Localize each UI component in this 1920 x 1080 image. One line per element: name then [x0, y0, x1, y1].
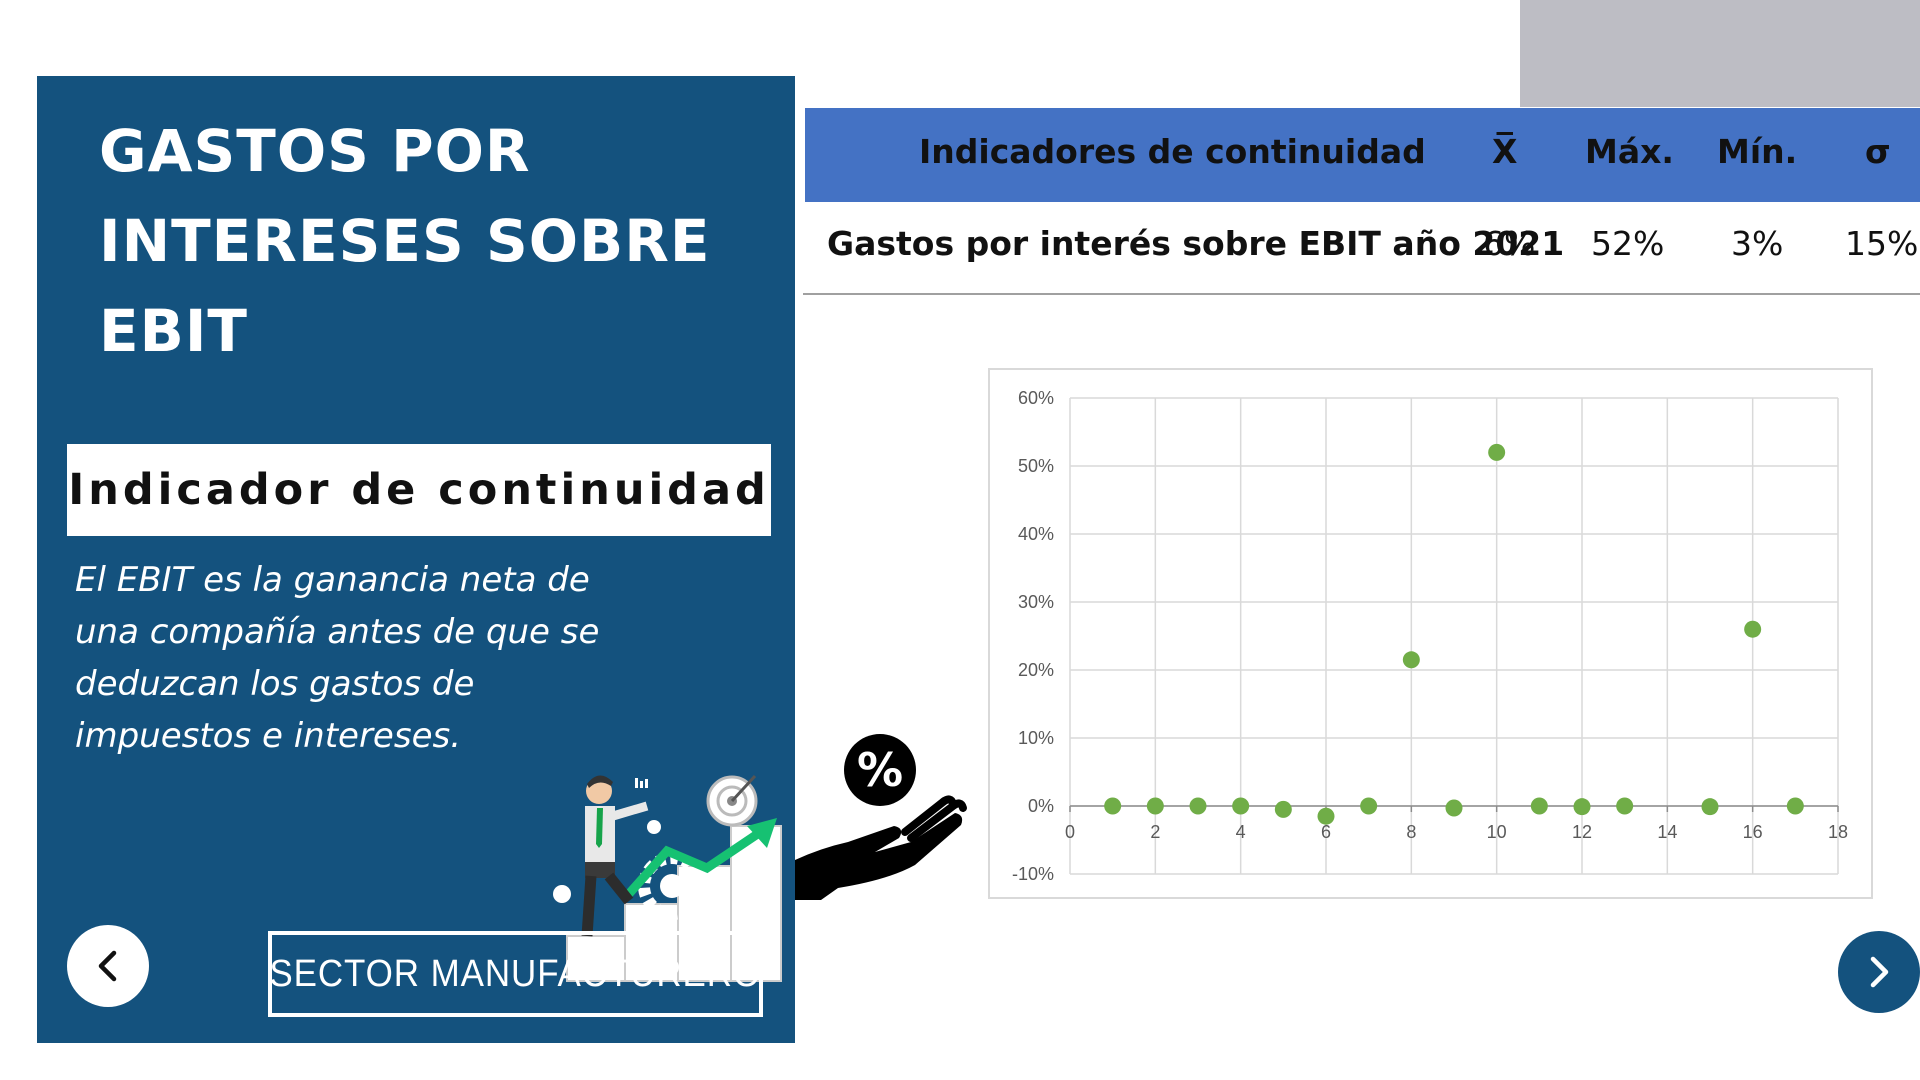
header-max: Máx.: [1585, 132, 1674, 171]
row-min: 3%: [1731, 224, 1784, 263]
page-title: GASTOS POR INTERESES SOBRE EBIT: [99, 117, 711, 365]
data-point: [1786, 797, 1804, 815]
data-point: [1744, 620, 1762, 638]
y-tick-label: 30%: [1018, 592, 1054, 612]
y-tick-label: 40%: [1018, 524, 1054, 544]
indicator-tag-label: Indicador de continuidad: [68, 465, 770, 515]
x-tick-label: 16: [1743, 822, 1763, 842]
row-max: 52%: [1591, 224, 1665, 263]
data-point: [1488, 443, 1506, 461]
data-point: [1616, 797, 1634, 815]
x-tick-label: 12: [1572, 822, 1592, 842]
scatter-chart: -10% 0% 10% 20% 30% 40% 50% 60% 0 2 4 6 8 10 12 14 16 18: [988, 368, 1873, 899]
sector-button-label: SECTOR MANUFACTURERO: [269, 952, 762, 995]
x-tick-label: 18: [1828, 822, 1848, 842]
data-point: [1104, 797, 1122, 815]
data-point: [1402, 651, 1420, 669]
data-point: [1317, 807, 1335, 825]
data-point: [1530, 797, 1548, 815]
table-divider: [803, 293, 1920, 295]
data-point: [1701, 798, 1719, 816]
x-tick-label: 8: [1406, 822, 1416, 842]
indicators-table-header: Indicadores de continuidad X̅ Máx. Mín. …: [805, 108, 1920, 202]
x-tick-label: 0: [1065, 822, 1075, 842]
x-tick-label: 10: [1487, 822, 1507, 842]
data-point: [1232, 797, 1250, 815]
svg-text:%: %: [857, 743, 903, 797]
y-tick-label: 60%: [1018, 388, 1054, 408]
table-row: Gastos por interés sobre EBIT año 2021 6…: [805, 202, 1920, 294]
y-tick-label: 20%: [1018, 660, 1054, 680]
row-sd: 15%: [1845, 224, 1919, 263]
data-point: [1274, 800, 1292, 818]
data-point: [1360, 797, 1378, 815]
next-button[interactable]: [1838, 931, 1920, 1013]
row-mean: 6%: [1483, 224, 1536, 263]
header-sd: σ: [1865, 132, 1891, 171]
header-min: Mín.: [1717, 132, 1798, 171]
gray-corner-block: [1520, 0, 1920, 107]
header-mean: X̅: [1492, 132, 1518, 171]
back-button[interactable]: [67, 925, 149, 1007]
chevron-right-icon: [1870, 956, 1889, 988]
data-point: [1573, 798, 1591, 816]
data-point: [1445, 799, 1463, 817]
chart-svg: -10% 0% 10% 20% 30% 40% 50% 60% 0 2 4 6 8 10 12 14 16 18: [1012, 388, 1848, 884]
info-panel: GASTOS POR INTERESES SOBRE EBIT Indicado…: [37, 76, 795, 1043]
row-label: Gastos por interés sobre EBIT año 2021: [827, 224, 1565, 263]
y-tick-label: -10%: [1012, 864, 1054, 884]
data-point: [1189, 797, 1207, 815]
ebit-description: El EBIT es la ganancia neta de una compa…: [75, 560, 600, 756]
chevron-left-icon: [98, 950, 117, 982]
header-indicadores: Indicadores de continuidad: [919, 132, 1426, 171]
x-tick-label: 14: [1657, 822, 1677, 842]
sector-manufacturero-button[interactable]: SECTOR MANUFACTURERO: [268, 931, 763, 1017]
hand-percent-icon: %: [795, 734, 967, 900]
y-tick-label: 10%: [1018, 728, 1054, 748]
x-tick-label: 2: [1150, 822, 1160, 842]
data-point: [1146, 797, 1164, 815]
x-tick-label: 6: [1321, 822, 1331, 842]
indicator-tag: Indicador de continuidad: [67, 444, 771, 536]
business-growth-illustration: [553, 774, 782, 982]
x-tick-label: 4: [1236, 822, 1246, 842]
y-tick-label: 50%: [1018, 456, 1054, 476]
y-tick-label: 0%: [1028, 796, 1054, 816]
